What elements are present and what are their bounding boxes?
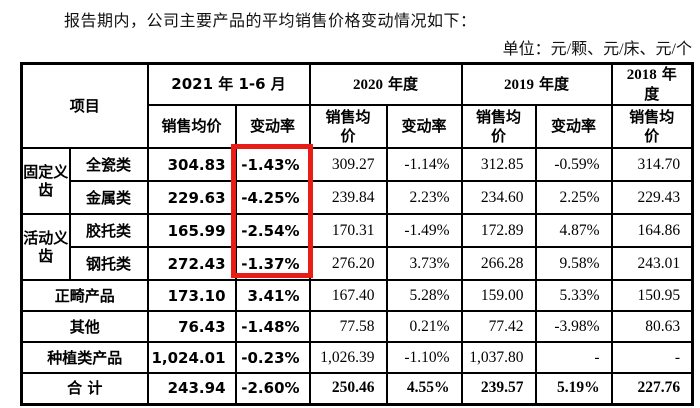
price-cell: 1,037.80 [460, 341, 537, 374]
col-header-2021-price: 销售均价 [146, 104, 237, 149]
change-cell: -1.49% [385, 213, 463, 248]
price-cell: 77.42 [460, 310, 537, 343]
col-header-2018-price: 销售均价 [610, 104, 694, 149]
table-row: 种植类产品 1,024.01 -0.23% 1,026.39 -1.10% 1,… [20, 341, 694, 374]
change-cell: 9.58% [534, 246, 613, 281]
change-cell: -1.14% [385, 147, 463, 182]
change-cell: -1.37% [234, 246, 311, 281]
price-cell: - [610, 341, 694, 374]
col-header-2019-change: 变动率 [534, 104, 613, 149]
table-row: 其他 76.43 -1.48% 77.58 0.21% 77.42 -3.98%… [20, 310, 694, 343]
price-cell: 165.99 [146, 213, 237, 248]
price-cell: 1,026.39 [308, 341, 388, 374]
year-2019-suffix: 年度 [539, 74, 570, 93]
change-cell: 0.21% [385, 310, 463, 343]
price-cell: 314.70 [610, 147, 694, 182]
price-cell: 150.95 [610, 279, 694, 312]
table-row-total: 合 计 243.94 -2.60% 250.46 4.55% 239.57 5.… [20, 372, 694, 405]
price-cell: 167.40 [308, 279, 388, 312]
row-label-total: 合 计 [20, 372, 149, 405]
change-cell: 5.28% [385, 279, 463, 312]
price-cell: 312.85 [460, 147, 537, 182]
change-cell: - [534, 341, 613, 374]
col-header-2019: 2019 年度 [460, 62, 613, 106]
price-cell: 229.63 [146, 180, 237, 215]
change-cell: -3.98% [534, 310, 613, 343]
price-cell: 266.28 [460, 246, 537, 281]
change-cell: -4.25% [234, 180, 311, 215]
price-cell: 170.31 [308, 213, 388, 248]
year-2019: 2019 [504, 76, 535, 93]
year-2018: 2018 [626, 67, 657, 83]
unit-note: 单位：元/颗、元/床、元/个 [502, 41, 692, 58]
year-2020: 2020 [353, 76, 384, 93]
change-cell: -2.60% [234, 372, 311, 405]
price-cell: 239.84 [308, 180, 388, 215]
change-cell: -0.59% [534, 147, 613, 182]
row-group-fixed-denture: 固定义齿 [20, 147, 71, 215]
price-cell: 250.46 [308, 372, 388, 405]
change-cell: 4.55% [385, 372, 463, 405]
change-cell: 2.23% [385, 180, 463, 215]
row-label: 全瓷类 [68, 147, 149, 182]
price-cell: 243.94 [146, 372, 237, 405]
intro-text: 报告期内，公司主要产品的平均销售价格变动情况如下： [64, 13, 477, 30]
table-row: 固定义齿 全瓷类 304.83 -1.43% 309.27 -1.14% 312… [20, 147, 694, 215]
year-2018-suffix: 年度 [644, 65, 677, 103]
table-row: 正畸产品 173.10 3.41% 167.40 5.28% 159.00 5.… [20, 279, 694, 312]
price-cell: 272.43 [146, 246, 237, 281]
price-cell: 76.43 [146, 310, 237, 343]
row-label: 其他 [20, 310, 149, 343]
price-cell: 173.10 [146, 279, 237, 312]
price-cell: 1,024.01 [146, 341, 237, 374]
change-cell: 5.19% [534, 372, 613, 405]
table-row: 活动义齿 胶托类 165.99 -2.54% 170.31 -1.49% 172… [20, 213, 694, 281]
change-cell: -1.43% [234, 147, 311, 182]
change-cell: -1.48% [234, 310, 311, 343]
change-cell: -0.23% [234, 341, 311, 374]
col-header-item: 项目 [20, 62, 149, 149]
price-cell: 159.00 [460, 279, 537, 312]
col-header-2020-change: 变动率 [385, 104, 463, 149]
change-cell: -2.54% [234, 213, 311, 248]
change-cell: 3.41% [234, 279, 311, 312]
price-cell: 229.43 [610, 180, 694, 215]
col-header-2019-price: 销售均价 [460, 104, 537, 149]
col-header-2020: 2020 年度 [308, 62, 463, 106]
price-cell: 239.57 [460, 372, 537, 405]
row-label: 金属类 [68, 180, 149, 215]
price-cell: 77.58 [308, 310, 388, 343]
change-cell: 2.25% [534, 180, 613, 215]
row-group-removable-denture: 活动义齿 [20, 213, 71, 281]
price-cell: 172.89 [460, 213, 537, 248]
col-header-2021: 2021 年 1-6 月 [146, 62, 311, 106]
price-cell: 164.86 [610, 213, 694, 248]
price-cell: 234.60 [460, 180, 537, 215]
col-header-2020-price: 销售均价 [308, 104, 388, 149]
price-cell: 276.20 [308, 246, 388, 281]
col-header-2021-change: 变动率 [234, 104, 311, 149]
change-cell: 3.73% [385, 246, 463, 281]
year-2020-suffix: 年度 [388, 74, 419, 93]
average-price-table: 项目 2021 年 1-6 月 2020 年度 2019 年度 2018 年度 销售均… [20, 62, 695, 406]
price-cell: 304.83 [146, 147, 237, 182]
price-cell: 80.63 [610, 310, 694, 343]
header-row-periods: 项目 2021 年 1-6 月 2020 年度 2019 年度 2018 年度 [20, 62, 694, 149]
row-label: 胶托类 [68, 213, 149, 248]
change-cell: 4.87% [534, 213, 613, 248]
row-label: 正畸产品 [20, 279, 149, 312]
price-cell: 227.76 [610, 372, 694, 405]
row-label: 种植类产品 [20, 341, 149, 374]
change-cell: 5.33% [534, 279, 613, 312]
col-header-2018: 2018 年度 [610, 62, 694, 106]
price-cell: 309.27 [308, 147, 388, 182]
header-row-measures: 销售均价 变动率 销售均价 变动率 销售均价 变动率 销售均价 [22, 104, 694, 149]
table-row: 金属类 229.63 -4.25% 239.84 2.23% 234.60 2.… [22, 180, 694, 215]
price-cell: 243.01 [610, 246, 694, 281]
table-row: 钢托类 272.43 -1.37% 276.20 3.73% 266.28 9.… [22, 246, 694, 281]
change-cell: -1.10% [385, 341, 463, 374]
row-label: 钢托类 [68, 246, 149, 281]
